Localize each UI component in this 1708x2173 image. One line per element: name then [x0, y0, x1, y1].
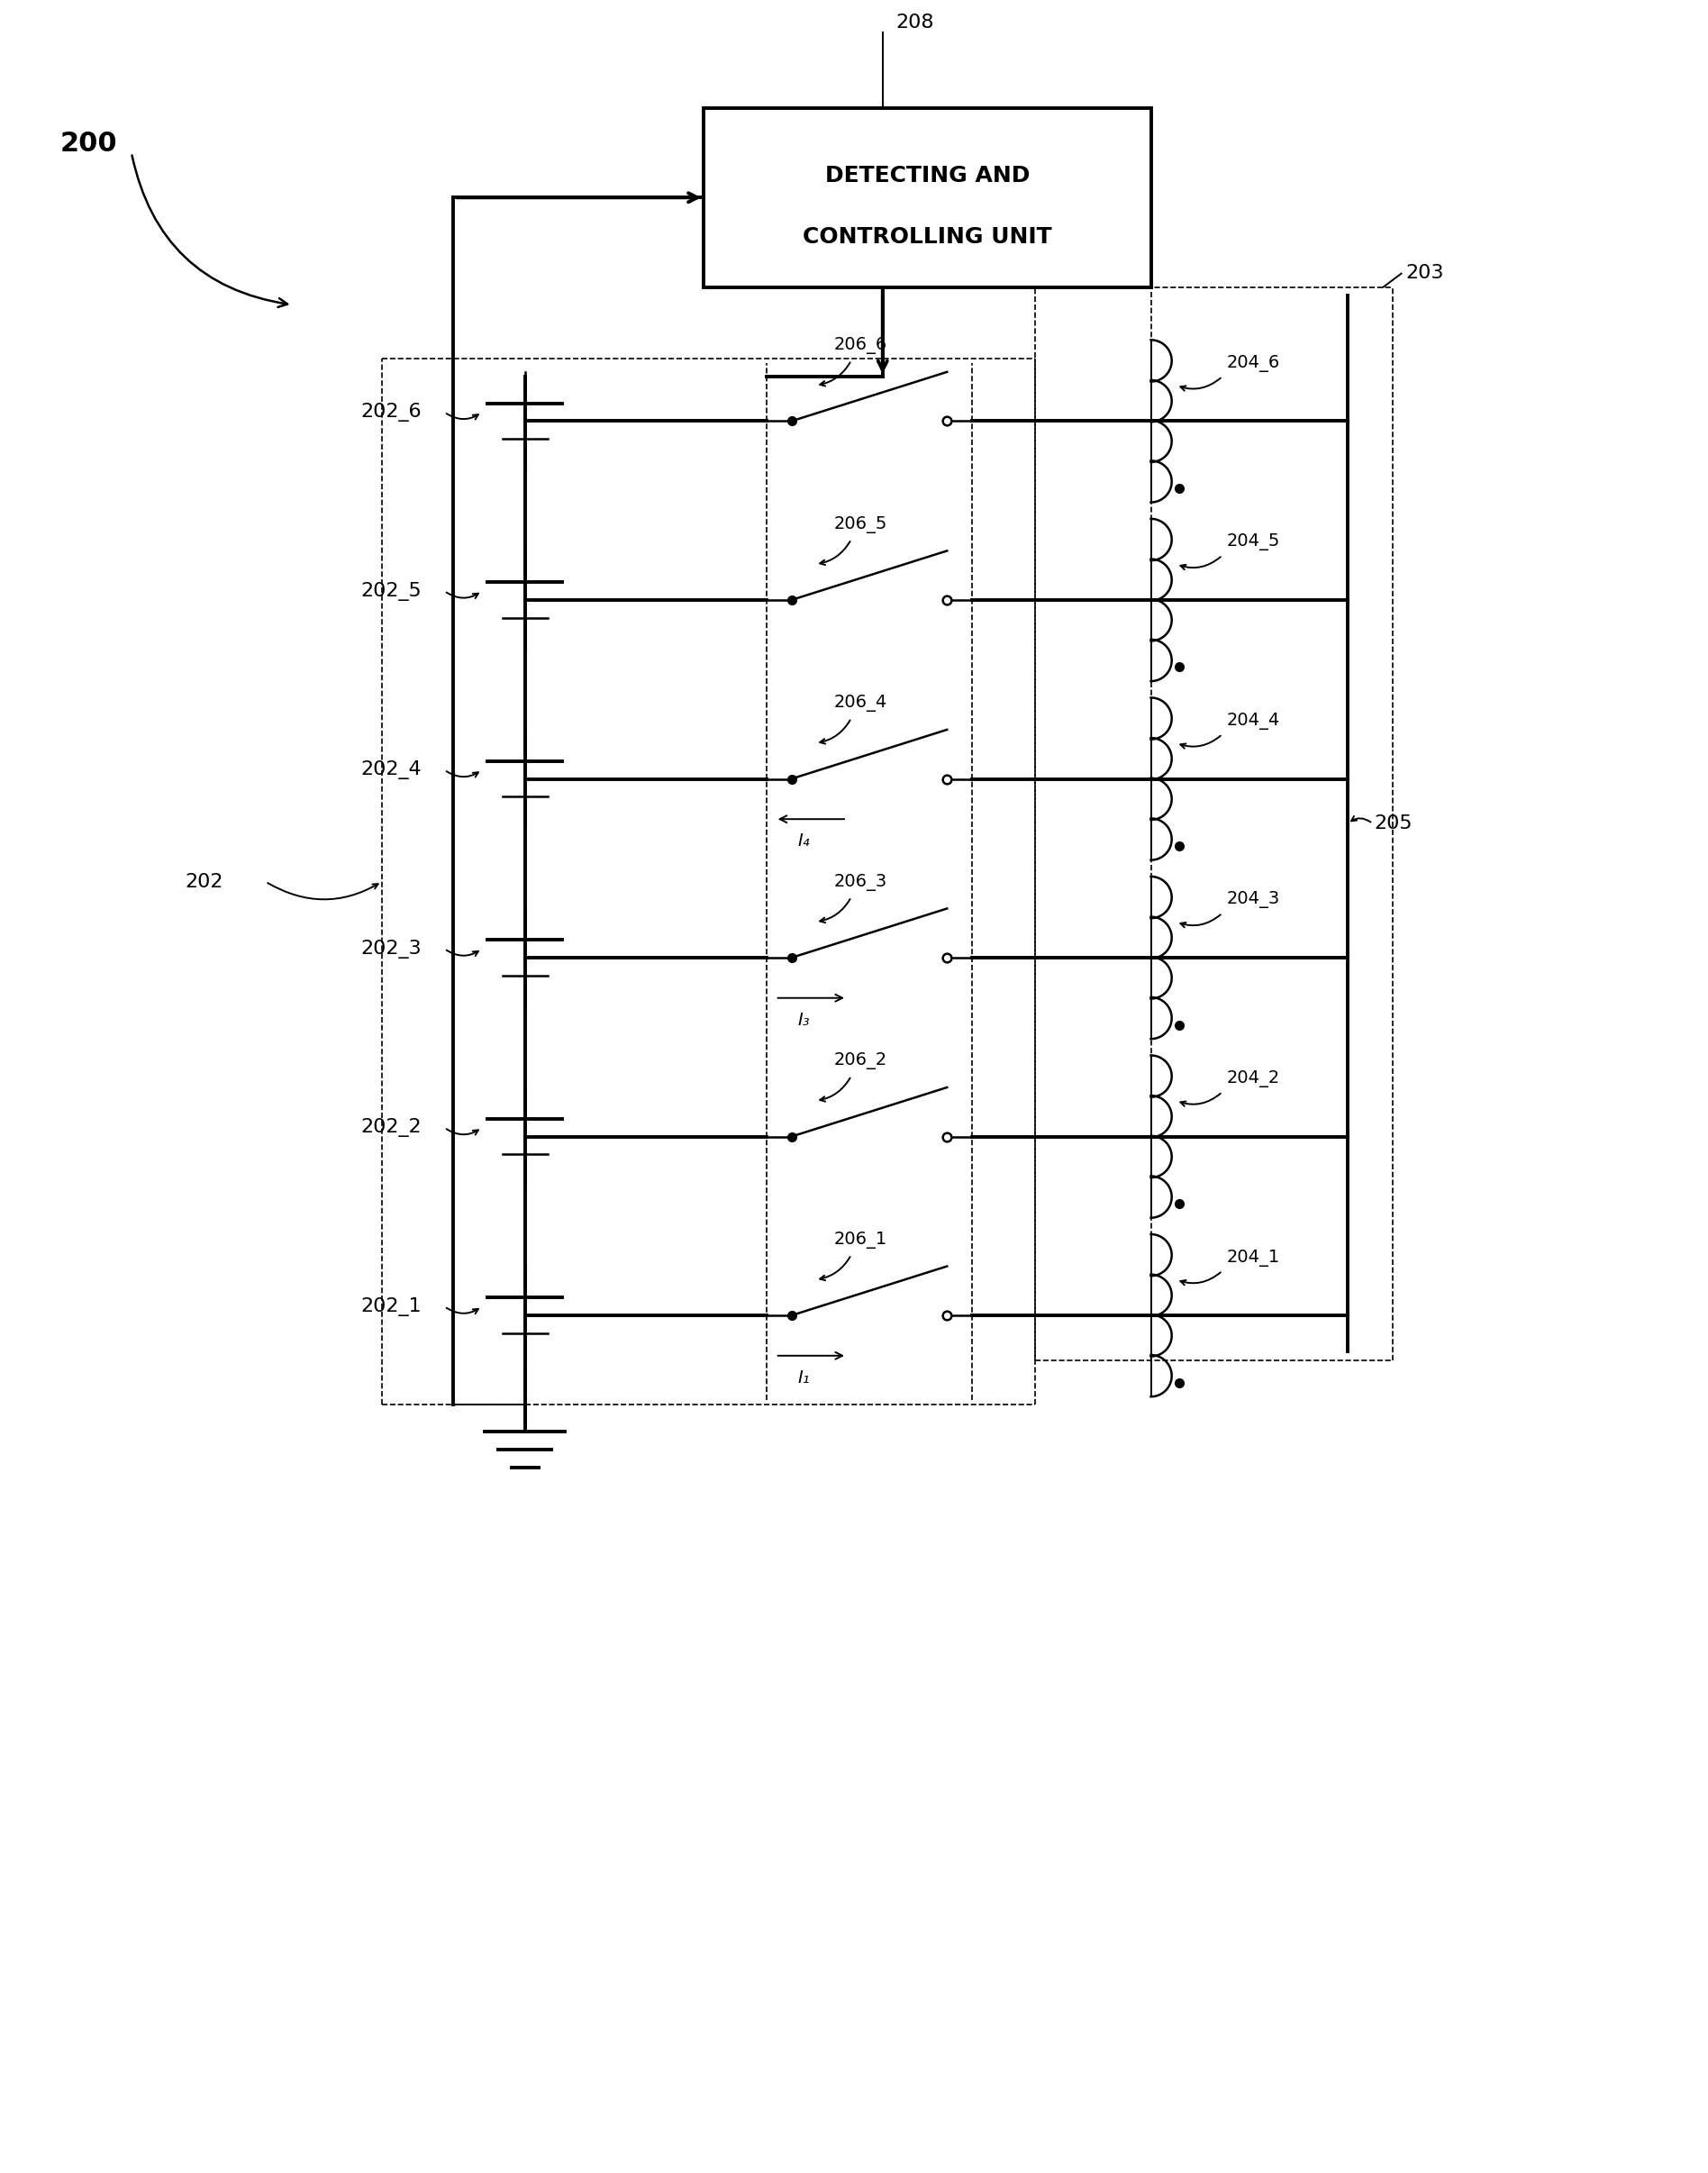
Text: 204_2: 204_2	[1226, 1071, 1281, 1086]
Text: 200: 200	[60, 130, 118, 156]
Text: DETECTING AND: DETECTING AND	[825, 165, 1030, 187]
Text: 208: 208	[897, 13, 934, 30]
Text: 204_3: 204_3	[1226, 891, 1281, 908]
Text: 206_1: 206_1	[834, 1232, 886, 1247]
Text: I₄: I₄	[798, 832, 810, 850]
Text: 206_2: 206_2	[834, 1052, 886, 1069]
Text: 204_6: 204_6	[1226, 354, 1281, 372]
Text: 202_2: 202_2	[360, 1119, 422, 1136]
Text: 204_1: 204_1	[1226, 1249, 1281, 1267]
Text: 206_3: 206_3	[834, 874, 886, 891]
Text: 202: 202	[184, 874, 224, 891]
Text: 204_5: 204_5	[1226, 535, 1281, 550]
Text: 202_3: 202_3	[360, 939, 422, 958]
Text: 202_1: 202_1	[360, 1297, 422, 1317]
Text: 204_4: 204_4	[1226, 713, 1281, 730]
Text: 205: 205	[1375, 815, 1413, 832]
Text: 202_6: 202_6	[360, 402, 422, 422]
Text: 203: 203	[1406, 263, 1443, 282]
Text: 206_6: 206_6	[834, 337, 886, 354]
Text: 206_5: 206_5	[834, 515, 886, 532]
FancyArrowPatch shape	[132, 154, 287, 306]
Text: 202_5: 202_5	[360, 582, 422, 600]
Text: I₁: I₁	[798, 1369, 810, 1386]
Text: I₃: I₃	[798, 1010, 810, 1028]
Text: 202_4: 202_4	[360, 761, 422, 780]
Text: CONTROLLING UNIT: CONTROLLING UNIT	[803, 226, 1052, 248]
FancyBboxPatch shape	[704, 109, 1151, 287]
Text: 206_4: 206_4	[834, 695, 886, 713]
